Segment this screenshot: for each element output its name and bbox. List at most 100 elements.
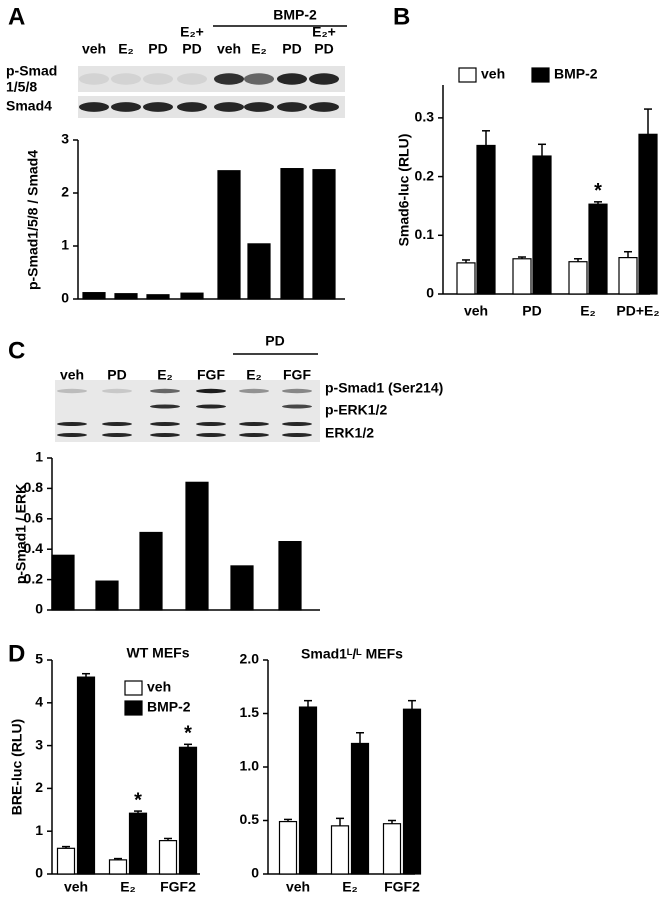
blot-band (214, 73, 244, 85)
x-tick-label: E₂+ (312, 24, 336, 40)
x-tick-label: veh (464, 303, 488, 319)
blot-row-label: 1/5/8 (6, 79, 37, 95)
error-bar (538, 143, 546, 157)
panel-letter: D (8, 640, 25, 667)
x-tick-label: FGF (197, 367, 225, 383)
error-bar (574, 258, 582, 262)
blot-band (277, 73, 307, 85)
bar (312, 169, 336, 300)
y-tick-label: 2.0 (240, 651, 260, 667)
y-tick-label: 0.4 (24, 540, 44, 556)
panel-letter: C (8, 337, 25, 364)
x-tick-label: PD (522, 303, 541, 319)
error-bar (82, 672, 90, 678)
error-bar (134, 810, 142, 814)
x-tick-label: E₂ (246, 367, 262, 383)
y-tick-label: 1.5 (240, 704, 260, 720)
error-bar (284, 818, 292, 822)
bar (146, 294, 170, 300)
blot-band (150, 433, 180, 437)
bar (51, 554, 75, 611)
blot-band (177, 73, 207, 85)
error-bar (356, 732, 364, 744)
y-tick-label: 1 (61, 237, 69, 253)
blot-band (102, 388, 132, 394)
bar (247, 243, 271, 300)
y-tick-label: 3 (61, 131, 69, 147)
bar (330, 825, 350, 875)
y-tick-label: 1 (35, 822, 43, 838)
y-tick-label: 2 (61, 184, 69, 200)
annotation: * (594, 180, 602, 202)
blot-band (239, 433, 269, 437)
y-tick-label: 0.8 (24, 479, 44, 495)
error-bar (624, 250, 632, 258)
error-bar (164, 837, 172, 841)
error-bar (304, 699, 312, 708)
bar (185, 481, 209, 611)
blot-band (150, 388, 180, 394)
bar (382, 823, 402, 875)
x-tick-label: PD+E₂ (616, 303, 659, 319)
bar (618, 257, 638, 295)
x-tick-label: FGF (283, 367, 311, 383)
bar (532, 155, 552, 295)
y-tick-label: 0 (251, 865, 259, 881)
error-bar (644, 108, 652, 135)
y-tick-label: 3 (35, 736, 43, 752)
y-tick-label: 0.2 (415, 167, 435, 183)
blot-row-label: Smad4 (6, 98, 52, 114)
blot-band (150, 422, 180, 426)
blot-band (111, 73, 141, 85)
x-tick-label: FGF2 (160, 879, 196, 895)
blot-band (277, 102, 307, 112)
blot-band (309, 102, 339, 112)
x-tick-label: PD (282, 41, 301, 57)
error-bar (594, 201, 602, 205)
y-tick-label: 0 (61, 290, 69, 306)
x-tick-label: PD (148, 41, 167, 57)
x-tick-label: E₂+ (180, 24, 204, 40)
blot-row-label: p-Smad1 (Ser214) (325, 380, 443, 396)
x-tick-label: E₂ (118, 41, 134, 57)
blot-band (196, 388, 226, 394)
blot-band (102, 422, 132, 426)
bar (56, 847, 76, 875)
blot-band (239, 388, 269, 394)
group-label: PD (265, 333, 284, 349)
blot-band (196, 433, 226, 437)
bar (278, 540, 302, 611)
blot-band (244, 102, 274, 112)
panel-letter: B (393, 3, 410, 30)
blot-band (239, 422, 269, 426)
y-tick-label: 0.6 (24, 510, 44, 526)
bar (278, 820, 298, 875)
bar (128, 812, 148, 875)
y-tick-label: 1.0 (240, 758, 260, 774)
blot-row-label: p-Smad (6, 63, 57, 79)
blot-band (79, 73, 109, 85)
y-tick-label: 2 (35, 779, 43, 795)
x-tick-label: veh (286, 879, 310, 895)
y-tick-label: 0.3 (415, 109, 435, 125)
error-bar (462, 259, 470, 263)
y-tick-label: 0.5 (240, 811, 260, 827)
y-tick-label: 0.2 (24, 570, 44, 586)
blot-band (244, 73, 274, 85)
x-tick-label: PD (314, 41, 333, 57)
y-axis-label: p-Smad1 / ERK (13, 484, 29, 584)
blot-background (78, 96, 345, 118)
y-axis-label: p-Smad1/5/8 / Smad4 (25, 150, 41, 290)
bar (280, 168, 304, 300)
blot-band (57, 433, 87, 437)
bar (350, 742, 370, 875)
x-tick-label: E₂ (120, 879, 136, 895)
annotation: * (184, 723, 192, 745)
legend-swatch (531, 67, 550, 83)
blot-band (150, 404, 180, 409)
blot-band (282, 404, 312, 409)
blot-band (143, 102, 173, 112)
bar (217, 170, 241, 300)
y-tick-label: 0 (35, 601, 43, 617)
bar (76, 676, 96, 875)
